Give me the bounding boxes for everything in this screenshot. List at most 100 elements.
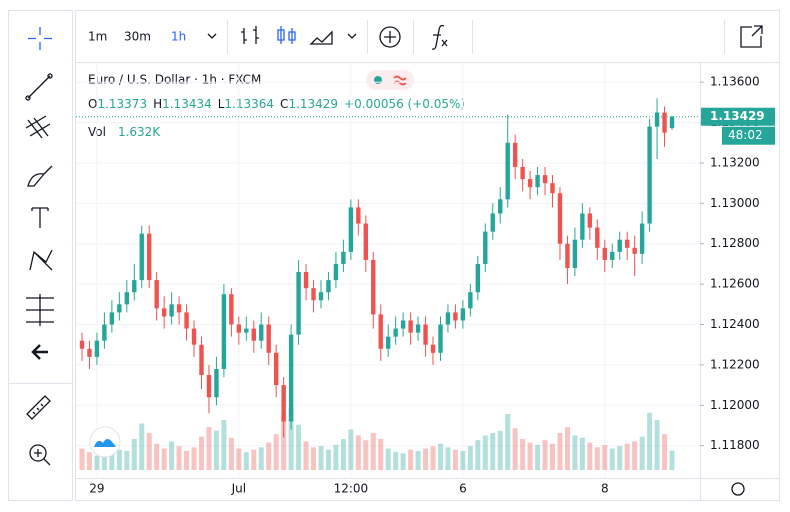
candle-body [550, 183, 555, 194]
candle-body [147, 233, 152, 281]
volume-bar [378, 439, 384, 470]
candle-body [565, 243, 570, 268]
volume-bar [184, 450, 190, 470]
candle-body [624, 239, 630, 248]
left-toolbar-frame [8, 10, 73, 501]
volume-bar [669, 450, 675, 470]
interval-button[interactable]: 1m [88, 30, 107, 44]
volume-bar [340, 439, 346, 470]
candle-body [229, 294, 234, 325]
fullscreen-icon[interactable] [740, 25, 763, 48]
settings-icon[interactable] [731, 482, 745, 496]
candle-body [236, 324, 242, 333]
candle-body [639, 223, 645, 254]
volume-bar [497, 430, 503, 470]
interval-dropdown[interactable] [207, 33, 217, 39]
candle-body [475, 263, 481, 293]
candle-body [438, 324, 443, 353]
volume-bar [191, 447, 197, 470]
status-pill [366, 70, 414, 90]
candle-body [617, 239, 622, 252]
volume-bar [542, 440, 548, 470]
candle-body [400, 320, 406, 329]
candle-body [445, 312, 451, 325]
volume-bar [408, 449, 414, 470]
candle-body [124, 292, 130, 305]
volume-bar [617, 446, 623, 470]
zoom-tool[interactable] [29, 444, 47, 462]
interval-button-active[interactable]: 1h [171, 30, 186, 44]
hide-toolbar[interactable] [31, 344, 48, 360]
text-tool[interactable] [31, 207, 49, 228]
compare-icon[interactable] [379, 26, 401, 48]
candle-body [169, 304, 174, 317]
volume-bar [475, 440, 481, 470]
volume-bar [116, 449, 122, 470]
candle-body [468, 292, 473, 309]
candle-body [572, 239, 578, 268]
countdown-label: 48:02 [728, 128, 763, 142]
candle-body [139, 233, 144, 281]
volume-bar [579, 437, 585, 470]
pattern-tool[interactable] [29, 249, 53, 271]
candle-body [288, 334, 294, 422]
y-tick-label: 1.12800 [710, 236, 760, 250]
candle-body [154, 280, 159, 309]
candle-body [117, 304, 122, 313]
volume-bar [318, 446, 324, 470]
volume-bar [281, 415, 287, 470]
volume-bar [370, 433, 376, 470]
countdown-box [722, 126, 775, 145]
candle-body [647, 126, 652, 224]
volume-bar [594, 447, 600, 470]
candle-body [273, 352, 279, 386]
style-dropdown[interactable] [347, 33, 357, 39]
candle-body [79, 340, 85, 349]
crosshair-tool[interactable] [28, 27, 52, 50]
volume-bar [587, 442, 593, 470]
y-tick-label: 1.12200 [710, 357, 760, 371]
trendline-dot [25, 95, 31, 101]
candle-body [132, 280, 137, 293]
measure-tool[interactable] [26, 395, 51, 420]
candle-body [557, 193, 563, 244]
trendline-tool[interactable] [27, 75, 51, 99]
volume-bar [101, 453, 107, 470]
market-open-dot [374, 76, 382, 84]
candle-body [356, 207, 361, 224]
volume-bar [602, 444, 608, 470]
candle-body [483, 231, 488, 264]
volume-bar [131, 439, 137, 470]
compare-plus [384, 31, 396, 43]
volume-bar [273, 434, 279, 470]
candle-body [341, 251, 346, 264]
volume-bar [206, 427, 212, 470]
x-tick-label: 12:00 [334, 482, 369, 496]
candle-body [602, 247, 607, 260]
candle-body [318, 292, 324, 301]
candles-icon[interactable] [277, 26, 296, 44]
candle-body [520, 167, 525, 180]
brush-tool[interactable] [27, 165, 53, 187]
candle-body [460, 308, 466, 321]
prediction-tool[interactable] [26, 294, 54, 326]
indicators-icon[interactable] [431, 24, 448, 50]
candle-body [453, 312, 458, 321]
area-icon[interactable] [309, 30, 333, 45]
candle-body [580, 213, 585, 240]
candle-body [527, 179, 533, 188]
candle-body [296, 272, 301, 335]
interval-button[interactable]: 30m [124, 30, 151, 44]
volume-bar [266, 442, 272, 470]
volume-bar [527, 442, 533, 470]
volume-bar [311, 447, 317, 470]
fib-tool[interactable] [25, 115, 51, 139]
candle-body [512, 142, 518, 168]
volume-bar [512, 428, 518, 470]
volume-bar [109, 444, 115, 470]
candle-body [408, 320, 413, 333]
bars-icon[interactable] [241, 26, 259, 44]
volume-bar [86, 452, 92, 470]
candle-body [363, 223, 368, 260]
